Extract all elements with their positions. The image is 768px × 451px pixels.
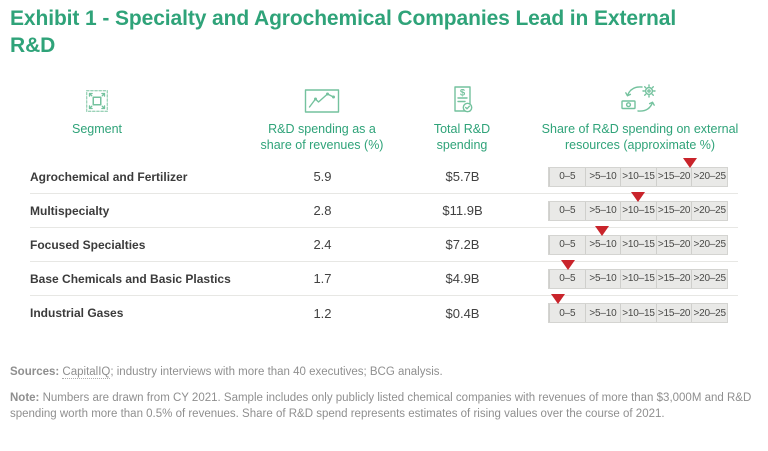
total-rd-value: $5.7B — [445, 169, 480, 184]
column-header-rd-share: R&D spending as a share of revenues (%) — [255, 80, 390, 154]
table-row: Base Chemicals and Basic Plastics 1.7 $4… — [30, 259, 738, 296]
sources-text: ; industry interviews with more than 40 … — [110, 366, 443, 378]
money-cycle-icon — [618, 80, 662, 116]
total-rd-value: $7.2B — [445, 237, 480, 252]
title-line-2: R&D — [10, 33, 56, 57]
segment-label: Agrochemical and Fertilizer — [30, 169, 188, 184]
scale-cell: >15–20 — [655, 304, 692, 322]
sources-capitaliq: CapitalIQ — [62, 366, 111, 379]
rd-share-value: 1.7 — [313, 271, 332, 286]
scale-cell: >10–15 — [620, 269, 656, 288]
scale-cell: >20–25 — [691, 201, 727, 220]
marker-triangle-icon — [631, 191, 645, 202]
note-label: Note: — [10, 392, 40, 404]
rd-share-value: 2.8 — [313, 203, 332, 218]
column-header-segment: Segment — [37, 80, 157, 137]
scale-cell: 0–5 — [549, 167, 585, 186]
scale-cell: >15–20 — [655, 201, 692, 220]
note-line: Note: Numbers are drawn from CY 2021. Sa… — [10, 391, 758, 422]
total-rd-value: $11.9B — [442, 203, 483, 218]
column-header-label: Segment — [71, 122, 123, 136]
scale-cell: >20–25 — [691, 269, 727, 288]
note-text: Numbers are drawn from CY 2021. Sample i… — [10, 392, 752, 420]
external-share-scale: 0–5 >5–10 >10–15 >15–20 >20–25 — [530, 157, 738, 187]
table-row: Multispecialty 2.8 $11.9B 0–5 >5–10 >10–15… — [30, 191, 738, 228]
scale-cell: >15–20 — [655, 167, 692, 186]
invoice-icon: $ — [446, 80, 478, 116]
scale-cell: >15–20 — [655, 269, 692, 288]
segment-label: Industrial Gases — [30, 306, 124, 320]
column-header-label: R&D spending as a share of revenues (%) — [260, 122, 384, 153]
segment-icon — [82, 80, 112, 116]
rd-share-value: 2.4 — [313, 237, 332, 252]
sources-line: Sources: CapitalIQ; industry interviews … — [10, 366, 758, 379]
scale-cell: >10–15 — [620, 304, 656, 322]
svg-text:$: $ — [460, 88, 466, 99]
column-header-label: Share of R&D spending on external resour… — [541, 122, 739, 153]
line-chart-icon — [303, 80, 341, 116]
table-row: Agrochemical and Fertilizer 5.9 $5.7B 0–… — [30, 157, 738, 194]
column-header-total-rd: $ Total R&D spending — [420, 80, 504, 154]
scale-cell: >10–15 — [620, 235, 656, 254]
total-rd-value: $0.4B — [445, 305, 480, 321]
scale-cell: >10–15 — [620, 201, 656, 220]
table-body: Agrochemical and Fertilizer 5.9 $5.7B 0–… — [30, 157, 738, 330]
scale-cell: 0–5 — [549, 235, 585, 254]
segment-label: Focused Specialties — [30, 237, 146, 252]
scale-cell: >20–25 — [691, 235, 727, 254]
scale-cell: >20–25 — [691, 304, 727, 322]
title-line-1: Exhibit 1 - Specialty and Agrochemical C… — [10, 7, 677, 30]
scale-cell: 0–5 — [549, 304, 585, 322]
external-share-scale: 0–5 >5–10 >10–15 >15–20 >20–25 — [530, 294, 738, 323]
scale-cell: >10–15 — [620, 167, 656, 186]
scale-cell: >20–25 — [691, 167, 727, 186]
marker-triangle-icon — [560, 259, 575, 270]
column-header-label: Total R&D spending — [433, 122, 491, 153]
rd-share-value: 5.9 — [313, 169, 332, 184]
marker-triangle-icon — [550, 294, 565, 304]
marker-triangle-icon — [682, 157, 697, 168]
scale-cell: >5–10 — [584, 304, 621, 322]
scale-cell: >5–10 — [584, 201, 621, 220]
external-share-scale: 0–5 >5–10 >10–15 >15–20 >20–25 — [530, 191, 738, 221]
total-rd-value: $4.9B — [445, 271, 480, 286]
scale-cell: >5–10 — [584, 167, 621, 186]
scale-cell: >15–20 — [655, 235, 692, 254]
segment-label: Base Chemicals and Basic Plastics — [30, 271, 231, 286]
segment-label: Multispecialty — [30, 203, 110, 218]
page-title: Exhibit 1 - Specialty and Agrochemical C… — [10, 6, 730, 59]
column-header-external-share: Share of R&D spending on external resour… — [524, 80, 756, 154]
marker-triangle-icon — [595, 225, 610, 236]
external-share-scale: 0–5 >5–10 >10–15 >15–20 >20–25 — [530, 259, 738, 289]
table-row: Industrial Gases 1.2 $0.4B 0–5 >5–10 >10–1… — [30, 294, 738, 330]
rd-share-value: 1.2 — [313, 305, 332, 321]
scale-cell: >5–10 — [584, 235, 621, 254]
sources-label: Sources: — [10, 366, 60, 378]
external-share-scale: 0–5 >5–10 >10–15 >15–20 >20–25 — [530, 225, 738, 255]
scale-cell: >5–10 — [584, 269, 621, 288]
table-row: Focused Specialties 2.4 $7.2B 0–5 >5–10 >1… — [30, 225, 738, 262]
scale-cell: 0–5 — [549, 269, 585, 288]
scale-cell: 0–5 — [549, 201, 585, 220]
